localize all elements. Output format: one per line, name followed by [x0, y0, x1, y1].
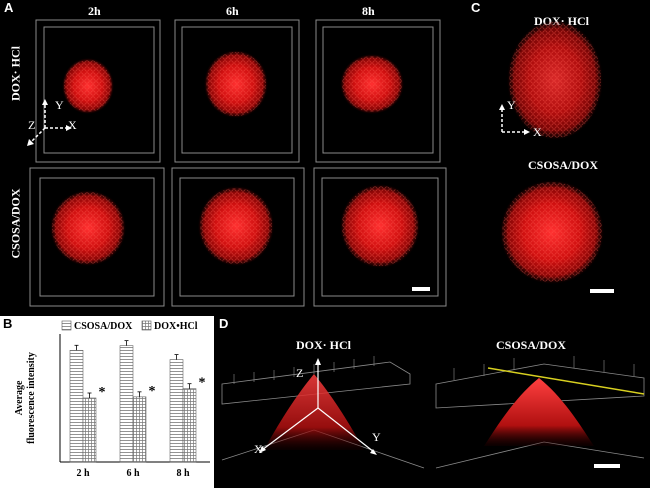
- axis-indicator-a: [29, 103, 68, 144]
- y-axis-label-line2: fluorescence intensity: [26, 352, 37, 444]
- frame-a-r1c1: [35, 19, 161, 163]
- panel-letter-d: D: [219, 316, 229, 331]
- panel-d-label-dox-hcl: DOX· HCl: [296, 338, 352, 352]
- legend-swatch-0: [61, 320, 72, 331]
- panel-c-image: [499, 20, 614, 293]
- axis-label-y-c: Y: [507, 98, 516, 112]
- panel-d-label-csosa-dox: CSOSA/DOX: [496, 338, 567, 352]
- scale-bar-a: [412, 287, 430, 291]
- category-label-1: 6 h: [126, 468, 140, 479]
- category-label-2: 8 h: [176, 468, 190, 479]
- panel-a-image: [27, 19, 447, 307]
- frame-a-r2c2: [171, 167, 305, 307]
- legend-label-0: CSOSA/DOX: [74, 321, 133, 332]
- frame-a-r1c2-inner: [181, 26, 293, 154]
- grid-d-left: [221, 361, 411, 405]
- frame-a-r1c1-inner: [43, 26, 155, 154]
- bar-1-0: [82, 397, 97, 463]
- panel-c-label-csosa-dox: CSOSA/DOX: [528, 158, 599, 172]
- time-label-2h: 2h: [88, 4, 101, 18]
- bar-chart: Average fluorescence intensity CSOSA/DOX DO…: [14, 320, 210, 479]
- bar-1-2: [182, 388, 197, 463]
- panel-letter-b: B: [3, 316, 13, 331]
- scale-bar-d: [594, 464, 620, 468]
- frame-a-r2c2-inner: [179, 177, 295, 297]
- highlight-line-d: [487, 367, 645, 395]
- frame-a-r2c3-inner: [321, 177, 439, 297]
- axis-label-z-a: Z: [28, 118, 36, 132]
- grid-d-right: [435, 363, 645, 409]
- frame-a-r1c3-inner: [322, 26, 434, 154]
- time-label-6h: 6h: [226, 4, 239, 18]
- significance-star-0: *: [99, 385, 106, 400]
- cone-d-csosa: [484, 378, 594, 446]
- axis-label-x-d: X: [254, 442, 263, 456]
- bar-0-2: [169, 359, 184, 463]
- time-label-8h: 8h: [362, 4, 375, 18]
- axis-label-y-a: Y: [55, 98, 64, 112]
- axis-label-y-d: Y: [372, 430, 381, 444]
- cone-d-dox: [264, 374, 364, 450]
- legend-label-1: DOX•HCl: [154, 321, 198, 332]
- scale-bar-c: [590, 289, 614, 293]
- panel-d-image: [221, 356, 645, 469]
- panel-b-chart: Average fluorescence intensity CSOSA/DOX DO…: [0, 316, 214, 488]
- bar-1-1: [132, 396, 147, 463]
- bar-0-1: [119, 345, 134, 463]
- bar-0-0: [69, 349, 84, 463]
- significance-star-1: *: [149, 384, 156, 399]
- y-axis-label-line1: Average: [14, 380, 25, 415]
- frame-a-r1c2: [174, 19, 300, 163]
- legend-swatch-1: [141, 320, 152, 331]
- frame-a-r2c3: [313, 167, 447, 307]
- frame-a-r2c1: [29, 167, 165, 307]
- significance-star-2: *: [199, 376, 206, 391]
- axis-label-z-d: Z: [296, 366, 304, 380]
- axis-indicator-c: [501, 108, 526, 133]
- axis-label-x-a: X: [68, 118, 77, 132]
- axis-indicator-d: [261, 362, 375, 453]
- frame-a-r1c3: [315, 19, 441, 163]
- frame-a-r2c1-inner: [39, 177, 155, 297]
- panel-letter-a: A: [4, 0, 14, 15]
- axis-label-x-c: X: [533, 125, 542, 139]
- category-label-0: 2 h: [76, 468, 90, 479]
- panel-letter-c: C: [471, 0, 481, 15]
